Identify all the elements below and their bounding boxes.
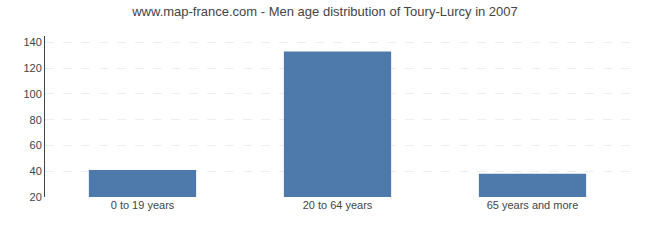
svg-text:65 years and more: 65 years and more	[487, 199, 579, 211]
svg-text:120: 120	[23, 62, 41, 74]
svg-text:0 to 19 years: 0 to 19 years	[111, 199, 175, 211]
svg-text:20 to 64 years: 20 to 64 years	[303, 199, 373, 211]
svg-text:80: 80	[30, 114, 42, 126]
svg-text:20: 20	[30, 191, 42, 203]
svg-text:60: 60	[30, 139, 42, 151]
svg-text:140: 140	[23, 36, 41, 48]
svg-text:100: 100	[23, 88, 41, 100]
svg-text:www.map-france.com - Men age d: www.map-france.com - Men age distributio…	[131, 4, 518, 19]
svg-text:40: 40	[30, 165, 42, 177]
